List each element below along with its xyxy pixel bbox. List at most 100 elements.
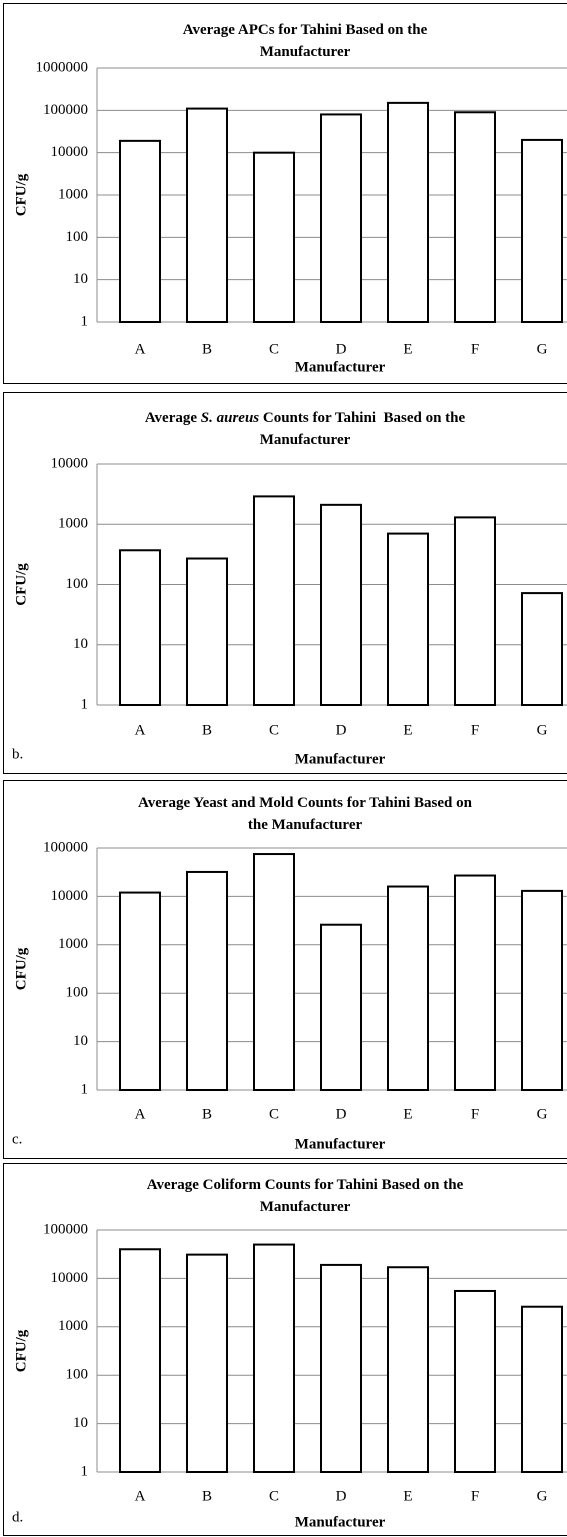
x-tick-label: D: [336, 1106, 347, 1122]
y-tick-label: 100000: [43, 839, 88, 855]
x-tick-label: D: [336, 1488, 347, 1504]
x-tick-label: F: [471, 1488, 479, 1504]
x-axis-title: Manufacturer: [295, 1136, 386, 1152]
bar: [186, 107, 228, 323]
x-axis-title: Manufacturer: [295, 751, 386, 767]
y-tick-label: 1: [81, 696, 89, 712]
bar: [253, 1243, 295, 1473]
bar: [521, 592, 563, 706]
panel-border: [3, 392, 567, 774]
y-tick-label: 10: [73, 1415, 88, 1431]
bar: [186, 870, 228, 1091]
bar: [387, 885, 429, 1091]
y-tick-label: 1000000: [36, 59, 89, 75]
y-tick-label: 100: [66, 1367, 89, 1383]
x-tick-label: G: [537, 341, 548, 357]
x-tick-label: B: [202, 1488, 212, 1504]
y-tick-label: 10000: [51, 455, 89, 471]
x-tick-label: C: [269, 1488, 279, 1504]
y-tick-label: 1000: [58, 936, 88, 952]
y-axis-title: CFU/g: [13, 1329, 29, 1372]
x-tick-label: A: [135, 1488, 146, 1504]
bar: [320, 503, 362, 706]
y-tick-label: 1000: [58, 516, 88, 532]
x-tick-label: C: [269, 722, 279, 738]
x-tick-label: E: [403, 1488, 412, 1504]
bar: [119, 1248, 161, 1473]
chart-title: Average APCs for Tahini Based on the Man…: [182, 22, 428, 60]
y-tick-label: 1: [81, 1081, 89, 1097]
y-tick-label: 10000: [51, 1270, 89, 1286]
bar: [320, 113, 362, 324]
bar: [387, 532, 429, 706]
panel-label: c.: [12, 1131, 22, 1147]
bar: [387, 101, 429, 324]
x-tick-label: G: [537, 722, 548, 738]
chart-title: Average Coliform Counts for Tahini Based…: [146, 1177, 464, 1215]
title-part: S. aureus: [200, 410, 260, 426]
panel-label: d.: [12, 1509, 23, 1525]
bar: [454, 111, 496, 323]
panel-label: b.: [12, 746, 23, 762]
panel-border: [3, 3, 567, 384]
chart-title: Average Yeast and Mold Counts for Tahini…: [138, 795, 472, 833]
bar: [119, 549, 161, 707]
x-tick-label: G: [537, 1106, 548, 1122]
x-tick-label: F: [471, 341, 479, 357]
y-tick-label: 100: [66, 576, 89, 592]
bar: [454, 874, 496, 1091]
y-tick-label: 100000: [43, 1221, 88, 1237]
y-tick-label: 1000: [58, 186, 88, 202]
y-axis-title: CFU/g: [13, 947, 29, 990]
x-tick-label: D: [336, 722, 347, 738]
bar: [521, 138, 563, 323]
bar: [253, 151, 295, 323]
y-axis-title: CFU/g: [13, 563, 29, 606]
bar: [186, 557, 228, 706]
y-tick-label: 10000: [51, 144, 89, 160]
x-tick-label: D: [336, 341, 347, 357]
y-tick-label: 10000: [51, 888, 89, 904]
bar: [387, 1266, 429, 1473]
title-part: Counts for Tahini Based on the Manufactu…: [259, 410, 469, 448]
x-tick-label: E: [403, 722, 412, 738]
x-tick-label: B: [202, 1106, 212, 1122]
x-tick-label: B: [202, 341, 212, 357]
bar: [521, 889, 563, 1091]
y-tick-label: 1: [81, 1463, 89, 1479]
x-tick-label: F: [471, 1106, 479, 1122]
bar: [320, 1263, 362, 1473]
bar: [253, 853, 295, 1092]
chart-title: Average S. aureus Counts for Tahini Base…: [119, 407, 491, 451]
x-tick-label: A: [135, 341, 146, 357]
title-part: Average: [144, 410, 201, 426]
x-tick-label: C: [269, 341, 279, 357]
y-tick-label: 10: [73, 1033, 88, 1049]
bar: [119, 139, 161, 323]
x-tick-label: B: [202, 722, 212, 738]
bar: [454, 1289, 496, 1473]
y-tick-label: 10: [73, 636, 88, 652]
y-tick-label: 100: [66, 985, 89, 1001]
panel-border: [3, 1163, 567, 1536]
x-tick-label: E: [403, 341, 412, 357]
bar: [454, 516, 496, 706]
bar: [320, 923, 362, 1091]
x-axis-title: Manufacturer: [295, 359, 386, 375]
x-tick-label: G: [537, 1488, 548, 1504]
x-axis-title: Manufacturer: [295, 1514, 386, 1530]
y-tick-label: 100000: [43, 102, 88, 118]
y-axis-title: CFU/g: [13, 173, 29, 216]
x-tick-label: E: [403, 1106, 412, 1122]
x-tick-label: A: [135, 1106, 146, 1122]
y-tick-label: 1: [81, 313, 89, 329]
x-tick-label: C: [269, 1106, 279, 1122]
x-tick-label: F: [471, 722, 479, 738]
y-tick-label: 10: [73, 271, 88, 287]
x-tick-label: A: [135, 722, 146, 738]
panel-border: [3, 780, 567, 1159]
bar: [253, 495, 295, 707]
y-tick-label: 100: [66, 229, 89, 245]
